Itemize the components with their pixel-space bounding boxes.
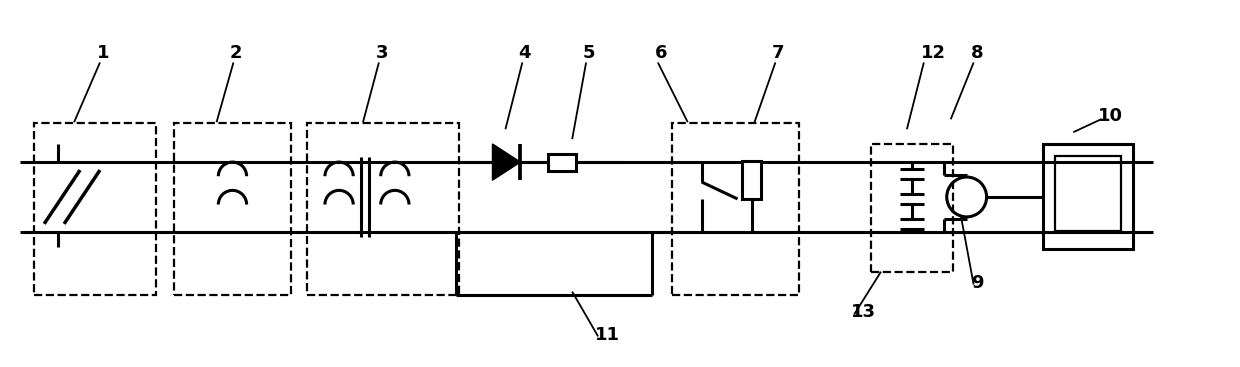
Bar	[1043, 144, 1133, 249]
Text: 2: 2	[229, 44, 242, 62]
Text: 5: 5	[582, 44, 595, 62]
Bar	[1055, 156, 1121, 231]
Text: 3: 3	[376, 44, 388, 62]
Bar	[174, 123, 291, 295]
Text: 10: 10	[1099, 107, 1123, 125]
Text: 9: 9	[971, 273, 983, 292]
Text: 7: 7	[771, 44, 784, 62]
Bar	[870, 144, 952, 272]
Text: 1: 1	[97, 44, 109, 62]
Bar	[308, 123, 459, 295]
Text: 12: 12	[921, 44, 946, 62]
Bar	[742, 161, 761, 199]
Text: 13: 13	[851, 304, 877, 321]
Text: 4: 4	[518, 44, 531, 62]
Text: 6: 6	[655, 44, 667, 62]
Bar	[672, 123, 800, 295]
Bar	[35, 123, 156, 295]
Text: 8: 8	[971, 44, 983, 62]
Text: 11: 11	[595, 326, 620, 344]
Bar	[548, 154, 577, 171]
Polygon shape	[492, 144, 521, 180]
